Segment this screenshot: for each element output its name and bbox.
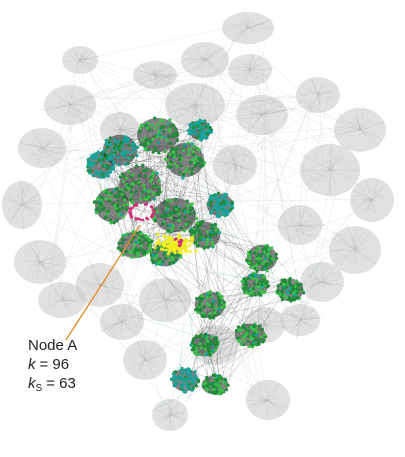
pink-node-ring (128, 202, 184, 248)
background-network-cloud (2, 11, 394, 431)
node-a-label: Node A (28, 337, 77, 354)
node-a-s-degree: kS = 63 (28, 375, 76, 394)
node-a-degree: k = 96 (28, 356, 69, 373)
highlighted-core-clusters (86, 116, 306, 396)
node-a-pointer-line (65, 224, 141, 341)
node-a-annotation: Node A k = 96 kS = 63 (28, 337, 77, 394)
